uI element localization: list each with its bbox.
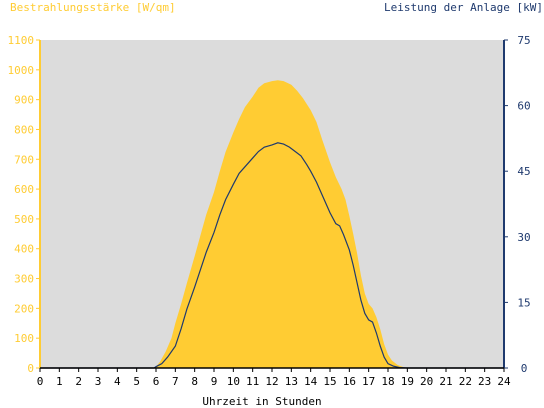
x-tick-label: 15 — [323, 375, 336, 388]
left-tick-label: 500 — [14, 213, 34, 226]
x-tick-label: 24 — [497, 375, 511, 388]
x-tick-label: 19 — [401, 375, 414, 388]
x-tick-label: 12 — [265, 375, 278, 388]
right-ticks: 0 15 30 45 60 75 — [504, 34, 531, 375]
left-tick-label: 300 — [14, 273, 34, 286]
left-tick-label: 900 — [14, 94, 34, 107]
left-tick-label: 1100 — [8, 34, 35, 47]
left-tick-label: 800 — [14, 123, 34, 136]
x-tick-label: 3 — [95, 375, 102, 388]
left-tick-label: 0 — [27, 362, 34, 375]
right-tick-label: 15 — [517, 296, 530, 309]
x-axis-title: Uhrzeit in Stunden — [202, 395, 321, 408]
x-tick-label: 23 — [478, 375, 491, 388]
x-tick-label: 20 — [420, 375, 433, 388]
right-tick-label: 45 — [517, 165, 530, 178]
left-tick-label: 400 — [14, 243, 34, 256]
x-ticks: 0 1 2 3 4 5 6 7 8 9 10 11 12 13 14 15 16 17 18 19 20 21 22 23 24 — [37, 368, 511, 388]
x-tick-label: 6 — [153, 375, 160, 388]
right-tick-label: 0 — [521, 362, 528, 375]
x-tick-label: 16 — [343, 375, 356, 388]
x-tick-label: 9 — [211, 375, 218, 388]
x-tick-label: 5 — [133, 375, 140, 388]
x-tick-label: 0 — [37, 375, 44, 388]
x-tick-label: 2 — [75, 375, 82, 388]
right-tick-label: 30 — [517, 231, 530, 244]
power-line — [40, 142, 504, 369]
left-tick-label: 200 — [14, 302, 34, 315]
left-tick-label: 600 — [14, 183, 34, 196]
x-tick-label: 8 — [191, 375, 198, 388]
left-tick-label: 700 — [14, 153, 34, 166]
irradiance-area — [40, 80, 504, 368]
x-tick-label: 11 — [246, 375, 259, 388]
x-tick-label: 22 — [459, 375, 472, 388]
x-tick-label: 10 — [227, 375, 240, 388]
x-tick-label: 21 — [439, 375, 452, 388]
right-tick-label: 75 — [517, 34, 530, 47]
x-tick-label: 13 — [285, 375, 298, 388]
left-tick-label: 100 — [14, 332, 34, 345]
left-axis-title: Bestrahlungsstärke [W/qm] — [10, 1, 176, 14]
right-axis-title: Leistung der Anlage [kW] — [384, 1, 543, 14]
x-tick-label: 14 — [304, 375, 318, 388]
x-tick-label: 4 — [114, 375, 121, 388]
x-tick-label: 1 — [56, 375, 63, 388]
x-tick-label: 7 — [172, 375, 179, 388]
x-tick-label: 17 — [362, 375, 375, 388]
left-tick-label: 1000 — [8, 64, 35, 77]
left-ticks: 0 100 200 300 400 500 600 700 800 900 1000 1100 — [8, 34, 40, 375]
right-tick-label: 60 — [517, 100, 530, 113]
x-tick-label: 18 — [381, 375, 394, 388]
